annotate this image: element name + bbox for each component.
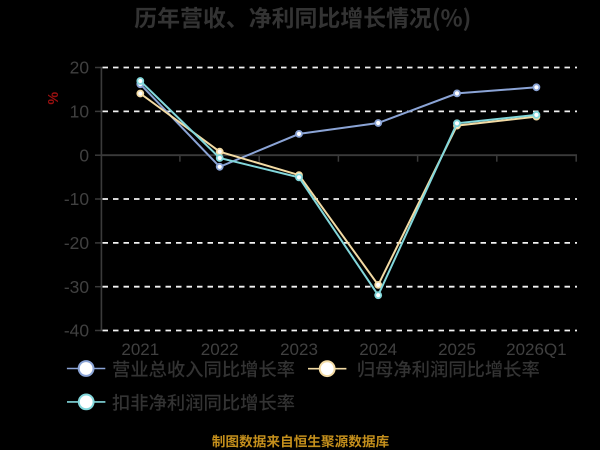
svg-text:2022: 2022 (201, 340, 239, 359)
svg-text:2026Q1: 2026Q1 (506, 340, 567, 359)
svg-text:2025: 2025 (438, 340, 476, 359)
svg-text:-30: -30 (64, 277, 89, 297)
svg-text:%: % (46, 92, 62, 105)
svg-text:10: 10 (70, 102, 89, 122)
svg-text:2024: 2024 (359, 340, 397, 359)
svg-text:-10: -10 (64, 189, 89, 209)
svg-text:2023: 2023 (280, 340, 318, 359)
svg-text:20: 20 (70, 58, 89, 78)
svg-text:2021: 2021 (121, 340, 159, 359)
svg-text:0: 0 (79, 145, 89, 165)
svg-text:-20: -20 (64, 233, 89, 253)
svg-text:-40: -40 (64, 321, 89, 341)
